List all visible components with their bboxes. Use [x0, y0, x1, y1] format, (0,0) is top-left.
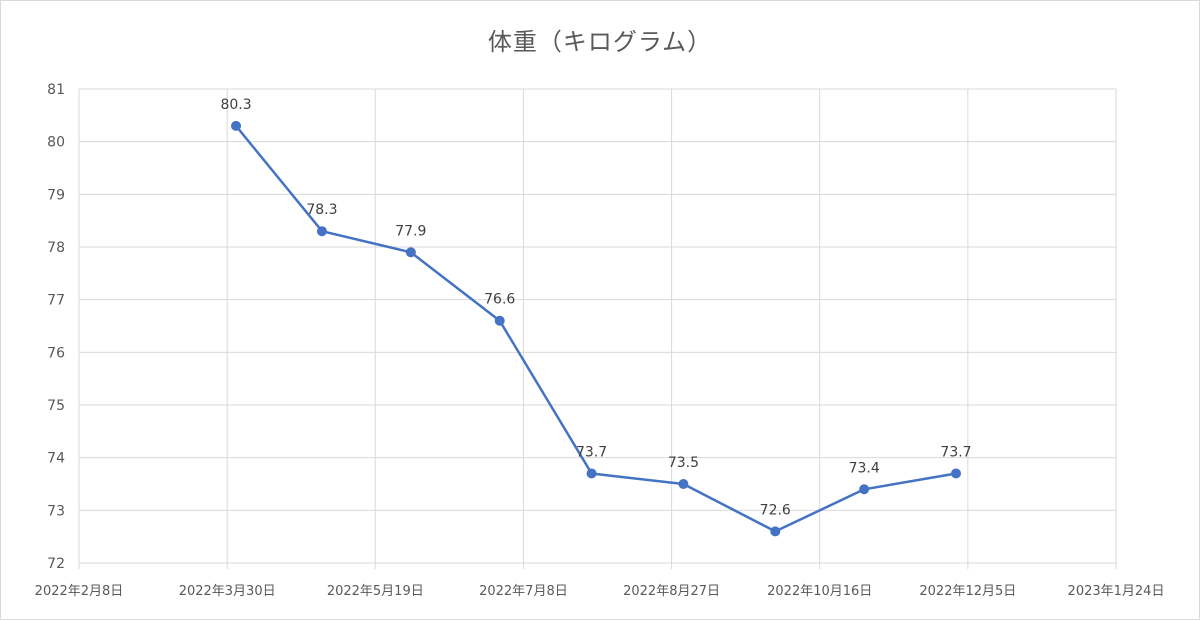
x-tick-label: 2022年10月16日: [767, 584, 872, 599]
y-tick-label: 80: [47, 135, 65, 151]
data-point: [678, 479, 689, 489]
data-point: [494, 315, 505, 326]
x-tick-label: 2022年7月8日: [479, 584, 568, 599]
x-tick-label: 2022年12月5日: [919, 584, 1016, 599]
data-label: 73.4: [849, 460, 880, 476]
y-tick-label: 73: [47, 503, 65, 519]
data-label: 77.9: [395, 223, 426, 239]
y-tick-label: 76: [47, 345, 65, 361]
data-point: [770, 526, 781, 537]
x-tick-label: 2022年8月27日: [623, 584, 720, 599]
y-tick-label: 72: [47, 556, 65, 572]
y-tick-label: 75: [47, 398, 65, 414]
data-label: 76.6: [484, 292, 515, 308]
data-label: 73.5: [668, 455, 699, 471]
data-point: [586, 468, 597, 479]
y-tick-label: 78: [47, 240, 65, 256]
data-point: [405, 247, 416, 258]
x-tick-label: 2022年2月8日: [35, 584, 124, 599]
data-point: [316, 226, 327, 237]
data-label: 72.6: [760, 502, 791, 518]
y-tick-label: 81: [47, 82, 65, 98]
data-point: [859, 484, 870, 495]
y-tick-label: 74: [47, 451, 65, 467]
data-point: [231, 120, 242, 131]
x-tick-label: 2022年3月30日: [179, 584, 276, 599]
x-tick-label: 2023年1月24日: [1068, 584, 1165, 599]
data-label: 80.3: [220, 97, 251, 113]
data-point: [951, 468, 962, 479]
chart-title: 体重（キログラム）: [487, 28, 713, 56]
data-label: 73.7: [576, 444, 607, 460]
y-tick-label: 77: [47, 293, 65, 309]
data-label: 78.3: [306, 202, 337, 218]
y-tick-label: 79: [47, 187, 65, 203]
x-tick-label: 2022年5月19日: [327, 584, 424, 599]
data-label: 73.7: [940, 444, 971, 460]
